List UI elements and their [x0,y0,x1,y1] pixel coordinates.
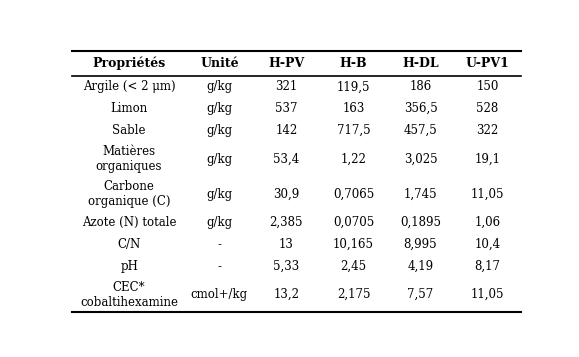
Text: 19,1: 19,1 [475,152,501,166]
Text: g/kg: g/kg [206,187,232,201]
Text: 0,1895: 0,1895 [400,216,441,229]
Text: Sable: Sable [112,124,146,137]
Text: 2,385: 2,385 [270,216,303,229]
Text: H-B: H-B [340,57,367,70]
Text: 1,06: 1,06 [475,216,501,229]
Text: 13: 13 [279,238,294,251]
Text: CEC*
cobaltihexamine: CEC* cobaltihexamine [80,281,178,309]
Text: Matières
organiques: Matières organiques [96,145,162,173]
Text: 10,165: 10,165 [333,238,374,251]
Text: 8,995: 8,995 [404,238,437,251]
Text: 528: 528 [477,102,499,115]
Text: 0,7065: 0,7065 [333,187,374,201]
Text: 5,33: 5,33 [273,260,299,273]
Text: 2,45: 2,45 [340,260,367,273]
Text: 457,5: 457,5 [404,124,437,137]
Text: U-PV1: U-PV1 [466,57,510,70]
Text: 10,4: 10,4 [475,238,501,251]
Text: g/kg: g/kg [206,152,232,166]
Text: 8,17: 8,17 [475,260,501,273]
Text: g/kg: g/kg [206,80,232,93]
Text: 11,05: 11,05 [471,288,504,301]
Text: 0,0705: 0,0705 [333,216,374,229]
Text: 13,2: 13,2 [273,288,299,301]
Text: 717,5: 717,5 [336,124,371,137]
Text: 30,9: 30,9 [273,187,299,201]
Text: 4,19: 4,19 [408,260,434,273]
Text: 1,22: 1,22 [340,152,367,166]
Text: g/kg: g/kg [206,124,232,137]
Text: C/N: C/N [118,238,141,251]
Text: 356,5: 356,5 [404,102,437,115]
Text: Azote (N) totale: Azote (N) totale [82,216,177,229]
Text: Propriétés: Propriétés [93,57,166,70]
Text: 322: 322 [477,124,499,137]
Text: 321: 321 [275,80,298,93]
Text: -: - [217,238,221,251]
Text: H-PV: H-PV [268,57,305,70]
Text: Unité: Unité [200,57,239,70]
Text: g/kg: g/kg [206,102,232,115]
Text: pH: pH [120,260,138,273]
Text: 53,4: 53,4 [273,152,299,166]
Text: 3,025: 3,025 [404,152,437,166]
Text: 537: 537 [275,102,298,115]
Text: Carbone
organique (C): Carbone organique (C) [88,180,170,208]
Text: 150: 150 [477,80,499,93]
Text: 142: 142 [275,124,298,137]
Text: -: - [217,260,221,273]
Text: g/kg: g/kg [206,216,232,229]
Text: 1,745: 1,745 [404,187,437,201]
Text: 119,5: 119,5 [337,80,370,93]
Text: 186: 186 [409,80,432,93]
Text: Limon: Limon [111,102,148,115]
Text: cmol+/kg: cmol+/kg [191,288,248,301]
Text: 163: 163 [342,102,365,115]
Text: Argile (< 2 μm): Argile (< 2 μm) [83,80,175,93]
Text: 2,175: 2,175 [337,288,370,301]
Text: 11,05: 11,05 [471,187,504,201]
Text: H-DL: H-DL [402,57,439,70]
Text: 7,57: 7,57 [408,288,434,301]
